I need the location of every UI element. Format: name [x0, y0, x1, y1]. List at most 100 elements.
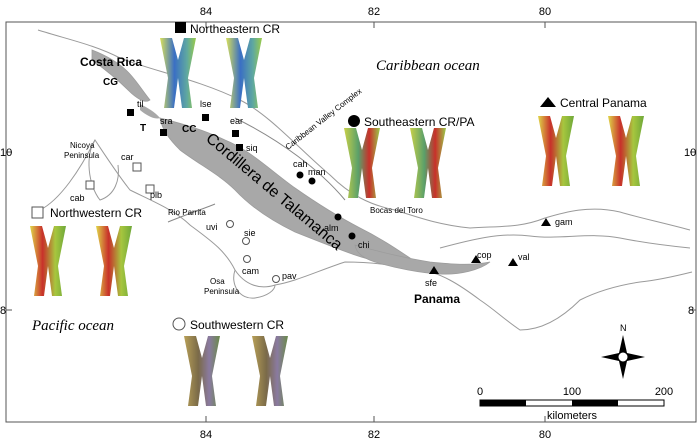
talamanca-label: Cordillera de Talamanca [202, 130, 345, 254]
rio-parrita-river [167, 203, 216, 223]
site-val: val [508, 252, 530, 266]
svg-text:cop: cop [477, 250, 492, 260]
ocean-pacific-label: Pacific ocean [31, 318, 114, 334]
site-cab: cab [70, 180, 95, 203]
caribbean-valley-line [234, 117, 346, 201]
scale-tick-0: 0 [477, 386, 483, 398]
volcanic-range-northwest [91, 49, 151, 102]
svg-text:car: car [121, 152, 134, 162]
site-plb: plb [145, 184, 162, 200]
svg-text:gam: gam [555, 217, 573, 227]
southwestern-circle-marker [172, 317, 186, 331]
svg-text:sfe: sfe [425, 278, 437, 288]
photo-central-panama-2 [608, 116, 644, 186]
southeastern-circle-marker [348, 115, 360, 127]
photo-northeastern-2 [226, 38, 262, 108]
scale-tick-100: 100 [563, 386, 581, 398]
svg-text:sie: sie [244, 228, 256, 238]
panama-isthmus-outline [439, 234, 691, 249]
axis-ticks [6, 22, 696, 422]
svg-text:chi: chi [358, 240, 370, 250]
lat-right-10: 10 [684, 147, 696, 159]
region-northeastern-label: Northeastern CR [190, 22, 280, 36]
nicoya-label-line1: Nicoya [70, 141, 95, 150]
svg-text:ear: ear [230, 116, 243, 126]
lon-top-82: 82 [368, 6, 380, 18]
site-sra: sra [160, 116, 173, 136]
site-alm: alm [324, 213, 342, 233]
region-central-panama-label: Central Panama [560, 96, 647, 110]
place-cc-label: CC [182, 124, 196, 135]
osa-label-line2: Peninsula [204, 287, 240, 296]
nicoya-label-line2: Peninsula [64, 151, 100, 160]
site-car: car [121, 152, 142, 172]
northwestern-square-marker [31, 206, 44, 219]
scale-bar: 0 100 200 kilometers [477, 386, 673, 422]
map-frame [5, 21, 697, 423]
svg-text:lse: lse [200, 99, 212, 109]
site-til: til [127, 99, 144, 116]
site-sie: sie [242, 228, 256, 245]
coastline-south [39, 139, 693, 331]
range-islets-t [140, 104, 160, 119]
site-lse: lse [200, 99, 212, 121]
svg-text:val: val [518, 252, 530, 262]
svg-text:alm: alm [324, 223, 339, 233]
talamanca-range-east [354, 244, 491, 275]
svg-text:cab: cab [70, 193, 85, 203]
svg-text:siq: siq [246, 143, 258, 153]
lon-bottom-84: 84 [200, 429, 212, 441]
photo-southwestern-1 [184, 336, 220, 406]
site-pav: pav [272, 271, 297, 283]
site-cam: cam [242, 255, 259, 276]
lat-right-8: 8 [688, 305, 694, 317]
region-northwestern-label: Northwestern CR [50, 206, 142, 220]
lon-top-80: 80 [539, 6, 551, 18]
lon-top-84: 84 [200, 6, 212, 18]
site-gam: gam [541, 217, 573, 227]
place-cg-label: CG [103, 77, 118, 88]
lat-left-10: 10 [0, 147, 12, 159]
site-man: man [308, 167, 326, 185]
photo-northwestern-1 [30, 226, 66, 296]
site-cah: cah [293, 159, 308, 179]
northeastern-square-marker [175, 22, 186, 33]
lon-bottom-80: 80 [539, 429, 551, 441]
compass-rose-icon: N [601, 323, 645, 379]
svg-text:cah: cah [293, 159, 308, 169]
photo-southwestern-2 [252, 336, 288, 406]
central-panama-triangle-marker [540, 97, 556, 107]
scale-unit-label: kilometers [547, 410, 598, 422]
site-chi: chi [348, 232, 370, 250]
coastline-north [37, 29, 691, 231]
photo-northwestern-2 [96, 226, 132, 296]
site-sfe: sfe [425, 266, 439, 288]
svg-text:uvi: uvi [206, 222, 218, 232]
svg-text:til: til [137, 99, 144, 109]
site-cop: cop [471, 250, 492, 263]
site-siq: siq [236, 143, 258, 153]
svg-text:pav: pav [282, 271, 297, 281]
svg-text:man: man [308, 167, 326, 177]
photo-southeastern-2 [410, 128, 446, 198]
svg-text:sra: sra [160, 116, 173, 126]
compass-north-label: N [620, 323, 627, 333]
region-southeastern-label: Southeastern CR/PA [364, 115, 475, 129]
site-uvi: uvi [206, 220, 234, 232]
lon-bottom-82: 82 [368, 429, 380, 441]
rio-parrita-label: Rio Parrita [168, 208, 206, 217]
osa-label-line1: Osa [210, 277, 225, 286]
site-ear: ear [230, 116, 243, 137]
lat-left-8: 8 [0, 305, 6, 317]
country-panama-label: Panama [414, 292, 460, 306]
osa-peninsula-outline [233, 269, 276, 299]
country-costa-rica-label: Costa Rica [80, 55, 142, 69]
svg-text:plb: plb [150, 190, 162, 200]
bocas-del-toro-label: Bocas del Toro [370, 206, 423, 215]
region-southwestern-label: Southwestern CR [190, 318, 284, 332]
ocean-caribbean-label: Caribbean ocean [376, 58, 480, 74]
scale-tick-200: 200 [655, 386, 673, 398]
nicoya-peninsula-outline [88, 139, 119, 201]
photo-southeastern-1 [344, 128, 380, 198]
